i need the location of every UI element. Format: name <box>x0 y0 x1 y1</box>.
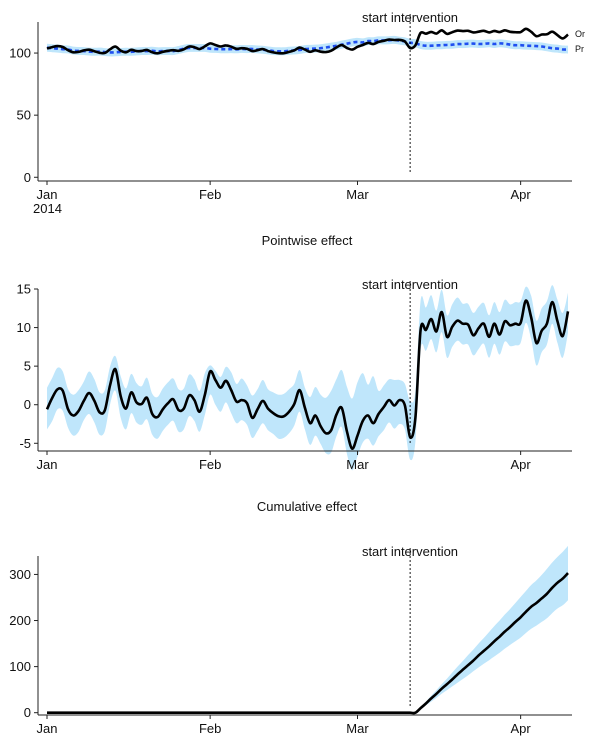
legend-observed: Or <box>575 29 585 39</box>
y-tick-label: -5 <box>19 436 31 451</box>
y-tick-label: 5 <box>24 359 31 374</box>
x-tick-label: Jan <box>37 721 58 736</box>
x-tick-label: Apr <box>511 187 532 202</box>
x-tick-label: Feb <box>199 457 221 472</box>
panel-pointwise: Pointwise effect -5 0 5 10 15 Jan Feb Mar Apr st… <box>17 233 572 472</box>
annotation-cumulative: start intervention <box>362 544 458 559</box>
panel-title-cumulative: Cumulative effect <box>257 499 358 514</box>
x-tick-label: Feb <box>199 721 221 736</box>
band-layer <box>47 285 568 471</box>
x-tick-label: Mar <box>346 457 369 472</box>
y-tick-label: 0 <box>24 170 31 185</box>
observed-line <box>46 27 569 55</box>
y-tick-label: 50 <box>17 108 31 123</box>
panel-original: 0 50 100 Jan Feb Mar Apr start intervention Or… <box>9 10 585 216</box>
y-tick-label: 200 <box>9 613 31 628</box>
annotation-original: start intervention <box>362 10 458 25</box>
pointwise-line <box>45 299 570 450</box>
x-tick-label: Apr <box>511 457 532 472</box>
y-tick-label: 0 <box>24 705 31 720</box>
cumulative-line <box>46 572 569 715</box>
axes-layer: 0 50 100 Jan Feb Mar Apr <box>9 14 572 202</box>
y-tick-label: 0 <box>24 397 31 412</box>
x-tick-label: Feb <box>199 187 221 202</box>
legend-predicted: Pr <box>575 44 584 54</box>
series-layer <box>45 299 570 450</box>
y-tick-label: 300 <box>9 567 31 582</box>
axes-layer: 0 100 200 300 Jan Feb Mar Apr <box>9 548 572 736</box>
year-label: 2014 <box>33 201 62 216</box>
x-tick-label: Mar <box>346 187 369 202</box>
series-layer <box>46 572 569 715</box>
panel-title-pointwise: Pointwise effect <box>262 233 353 248</box>
panel-cumulative: Cumulative effect 0 100 200 300 Jan Feb Mar Apr… <box>9 499 572 736</box>
confidence-band <box>47 285 568 471</box>
axes-layer: -5 0 5 10 15 Jan Feb Mar Apr <box>17 281 572 472</box>
series-layer <box>46 27 569 55</box>
band-layer <box>47 545 568 714</box>
y-tick-label: 100 <box>9 46 31 61</box>
annotation-pointwise: start intervention <box>362 277 458 292</box>
y-tick-label: 10 <box>17 320 31 335</box>
y-tick-label: 100 <box>9 659 31 674</box>
confidence-band <box>47 545 568 714</box>
y-tick-label: 15 <box>17 282 31 297</box>
x-tick-label: Jan <box>37 457 58 472</box>
x-tick-label: Mar <box>346 721 369 736</box>
x-tick-label: Apr <box>511 721 532 736</box>
x-tick-label: Jan <box>37 187 58 202</box>
